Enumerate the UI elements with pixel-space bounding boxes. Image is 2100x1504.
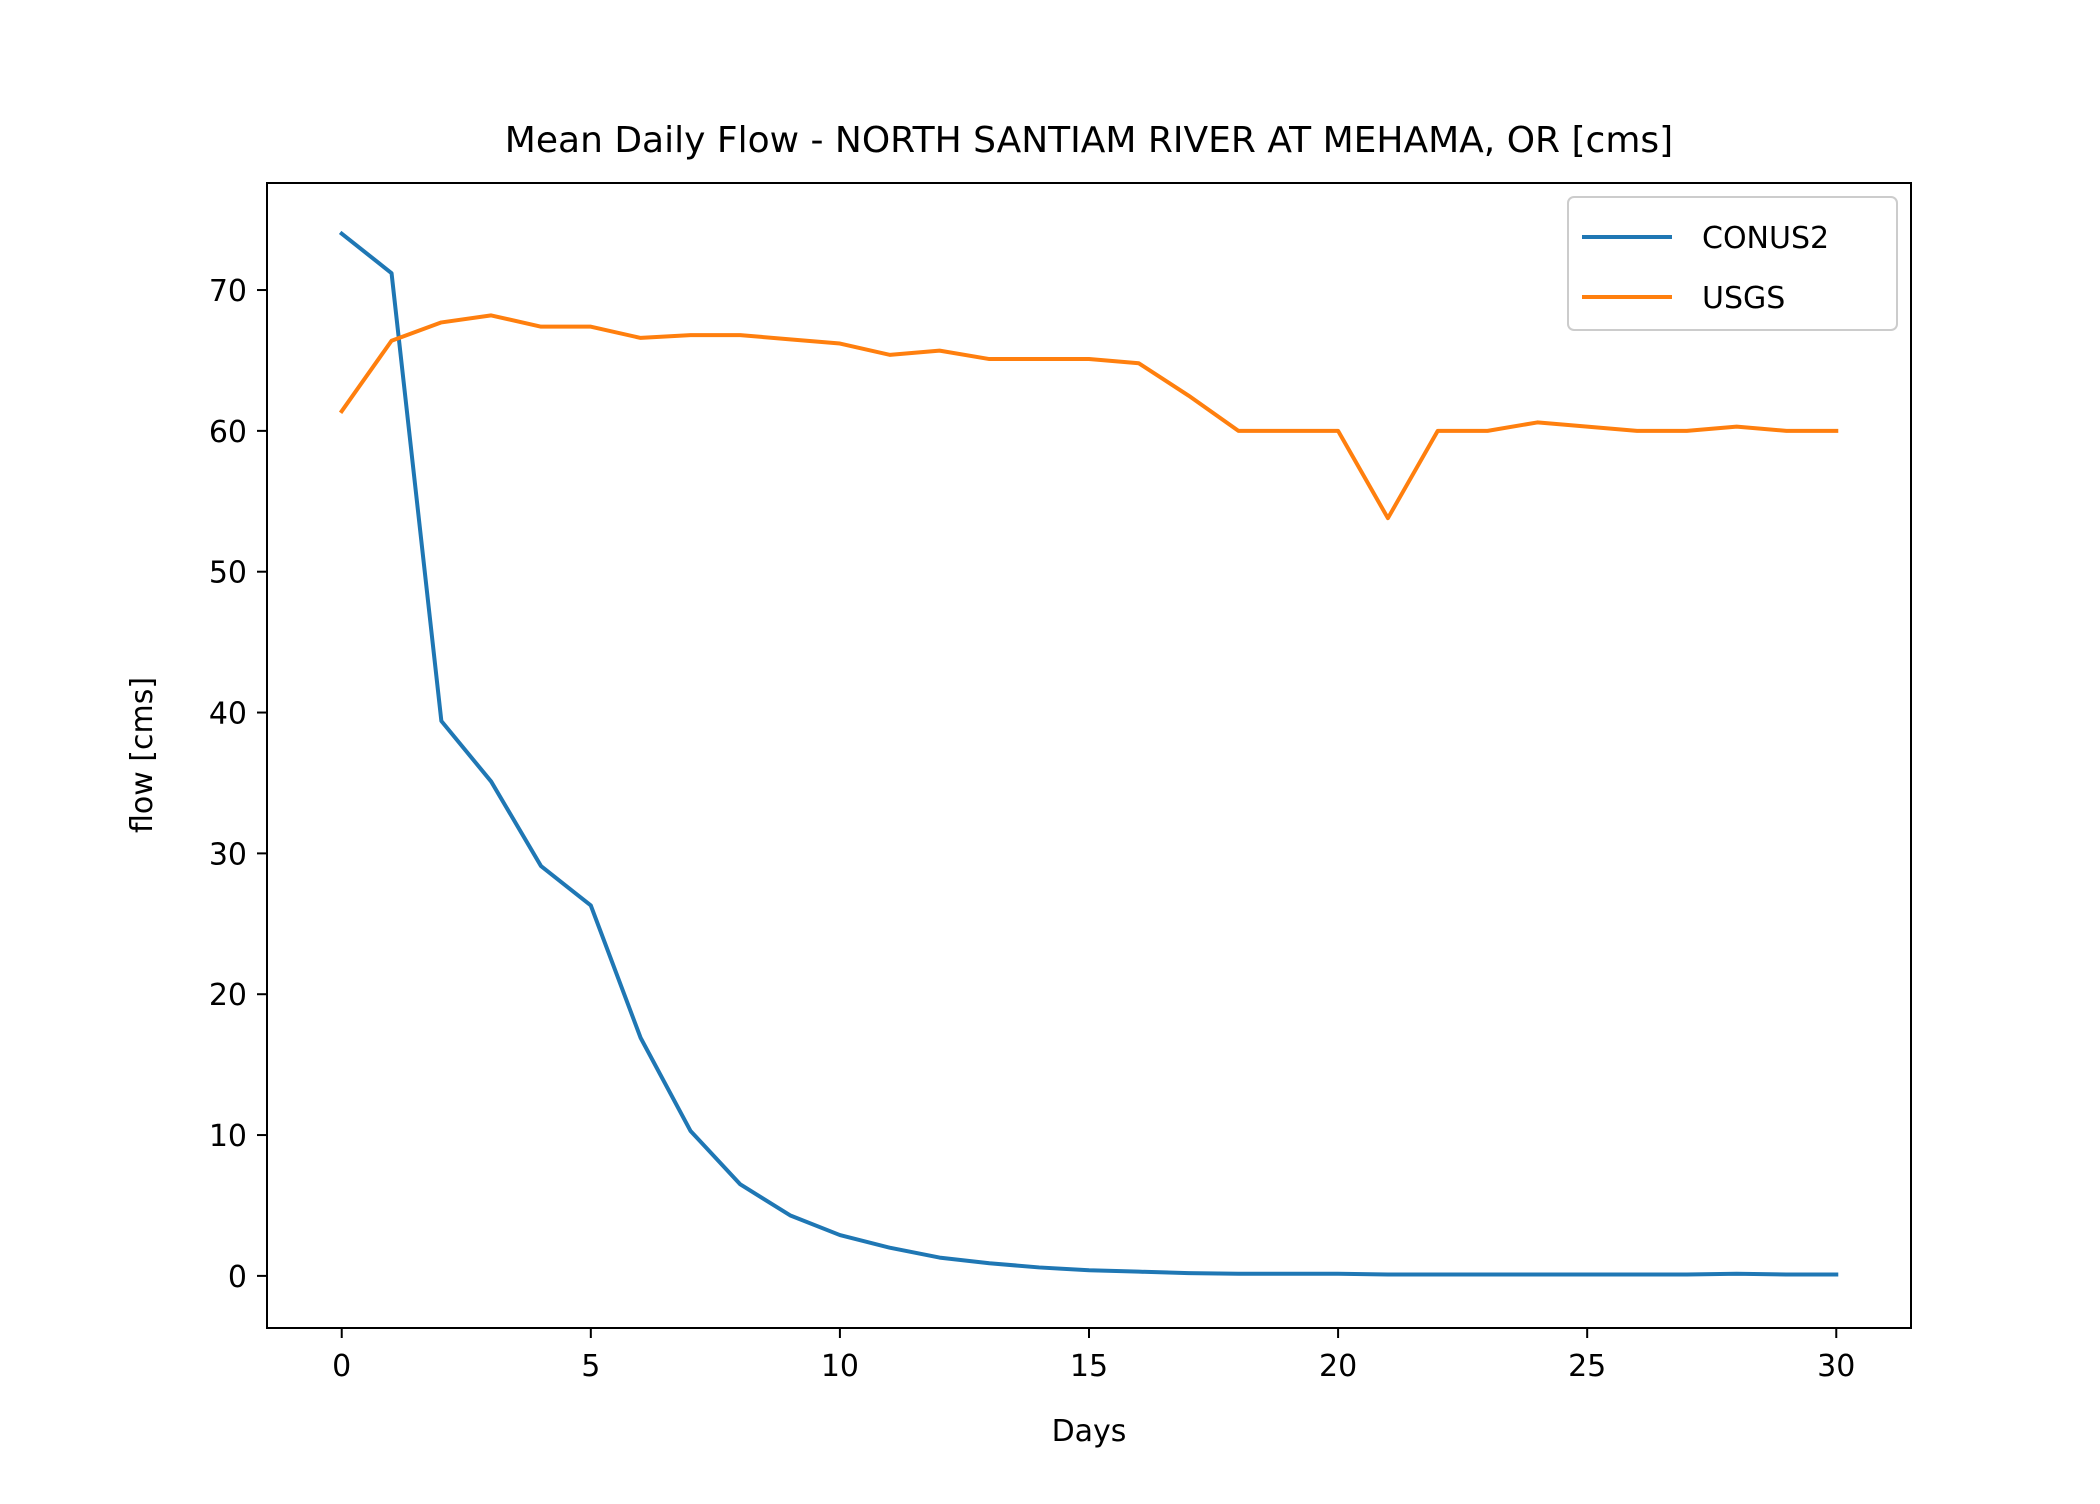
plot-area: [338, 230, 1839, 1277]
x-axis-label: Days: [1052, 1414, 1127, 1449]
legend: CONUS2 USGS: [1567, 196, 1898, 331]
y-axis-label: flow [cms]: [125, 677, 160, 833]
axis-ticks: 0 5 10 15 20 25 30 0 10 20 30 40 50 60 70: [209, 274, 1856, 1384]
x-tick-label: 15: [1070, 1349, 1108, 1384]
legend-label-conus2: CONUS2: [1702, 221, 1829, 256]
y-tick-label: 70: [209, 274, 247, 309]
x-tick-label: 5: [581, 1349, 600, 1384]
y-tick-label: 10: [209, 1119, 247, 1154]
x-tick-label: 10: [821, 1349, 859, 1384]
y-tick-label: 30: [209, 837, 247, 872]
x-tick-label: 0: [332, 1349, 351, 1384]
x-tick-label: 20: [1319, 1349, 1357, 1384]
legend-label-usgs: USGS: [1702, 281, 1785, 316]
x-tick-label: 30: [1817, 1349, 1855, 1384]
y-tick-label: 50: [209, 556, 247, 591]
x-tick-label: 25: [1568, 1349, 1606, 1384]
series-line-usgs: [338, 313, 1839, 521]
y-tick-label: 0: [228, 1260, 247, 1295]
y-tick-label: 40: [209, 697, 247, 732]
chart-title: Mean Daily Flow - NORTH SANTIAM RIVER AT…: [505, 120, 1673, 161]
y-tick-label: 60: [209, 415, 247, 450]
y-tick-label: 20: [209, 978, 247, 1013]
series-line-conus2: [338, 230, 1839, 1277]
